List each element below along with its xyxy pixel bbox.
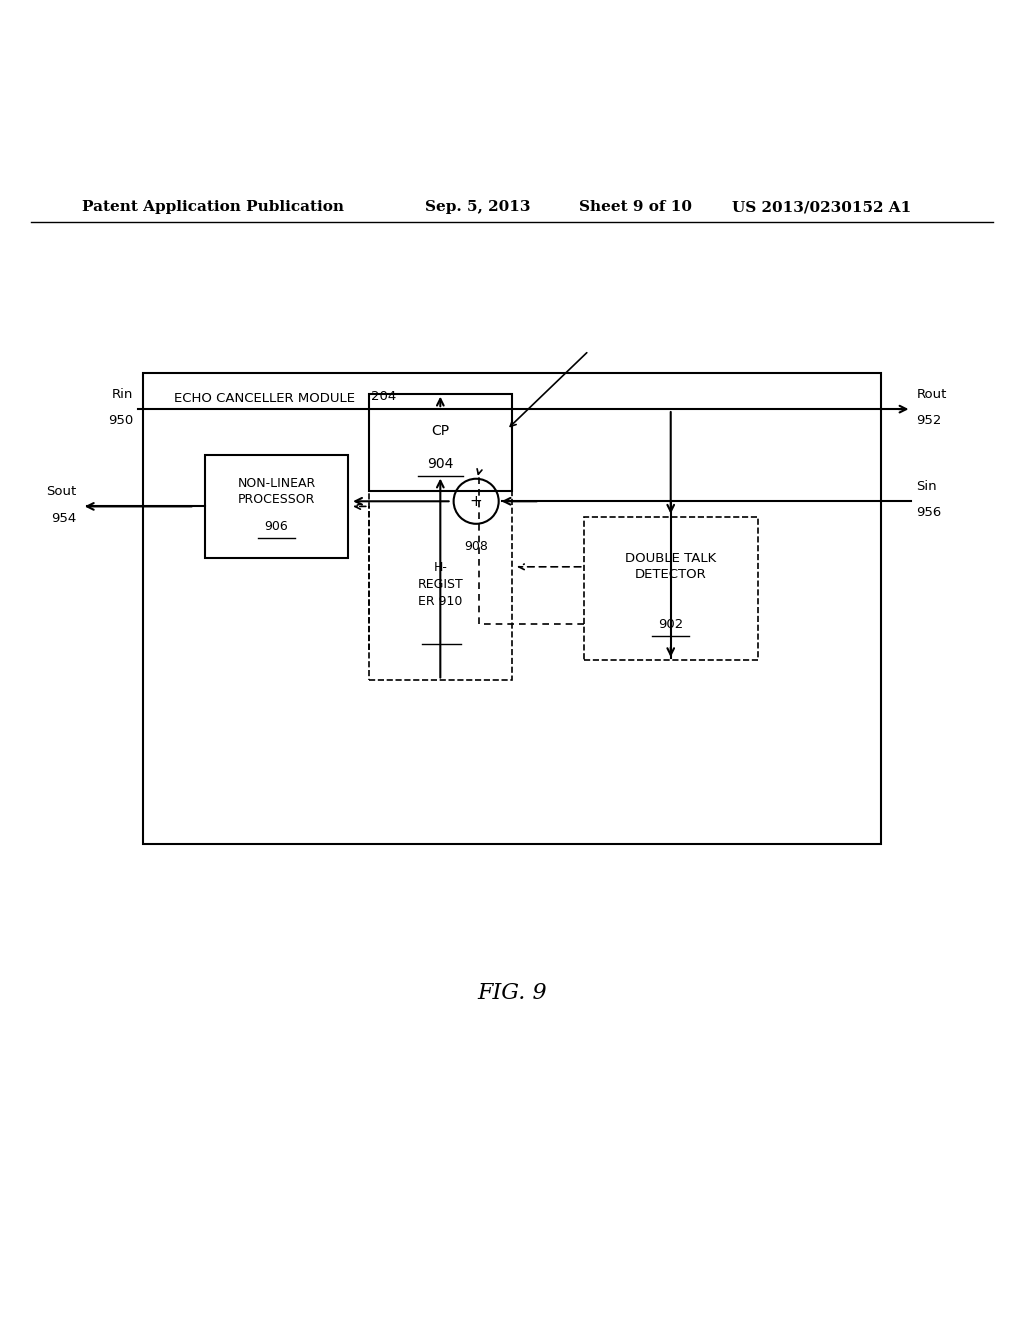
Text: 956: 956 — [916, 507, 942, 519]
Text: 204: 204 — [371, 391, 396, 404]
Bar — [205, 455, 348, 557]
Text: Sheet 9 of 10: Sheet 9 of 10 — [579, 201, 691, 214]
Text: Rin: Rin — [112, 388, 133, 401]
Text: Sin: Sin — [916, 480, 937, 494]
Text: Sep. 5, 2013: Sep. 5, 2013 — [425, 201, 530, 214]
Text: 954: 954 — [51, 512, 77, 524]
Text: CP: CP — [431, 424, 450, 438]
Bar — [369, 393, 512, 491]
Text: FIG. 9: FIG. 9 — [477, 982, 547, 1003]
Text: 952: 952 — [916, 414, 942, 428]
Bar — [143, 374, 881, 845]
Text: 908: 908 — [464, 540, 488, 553]
Bar — [369, 393, 512, 681]
Text: ECHO CANCELLER MODULE: ECHO CANCELLER MODULE — [174, 392, 355, 405]
Text: NON-LINEAR
PROCESSOR: NON-LINEAR PROCESSOR — [238, 477, 315, 506]
Text: US 2013/0230152 A1: US 2013/0230152 A1 — [732, 201, 911, 214]
Text: DOUBLE TALK
DETECTOR: DOUBLE TALK DETECTOR — [625, 552, 717, 581]
Text: Sout: Sout — [46, 486, 77, 498]
Text: Rout: Rout — [916, 388, 947, 401]
Text: Patent Application Publication: Patent Application Publication — [82, 201, 344, 214]
Text: +: + — [470, 494, 482, 508]
Text: 906: 906 — [264, 520, 289, 533]
Text: 904: 904 — [427, 457, 454, 471]
Text: 950: 950 — [108, 414, 133, 428]
Text: 902: 902 — [658, 618, 683, 631]
Bar — [584, 516, 758, 660]
Text: H-
REGIST
ER 910: H- REGIST ER 910 — [418, 561, 463, 609]
